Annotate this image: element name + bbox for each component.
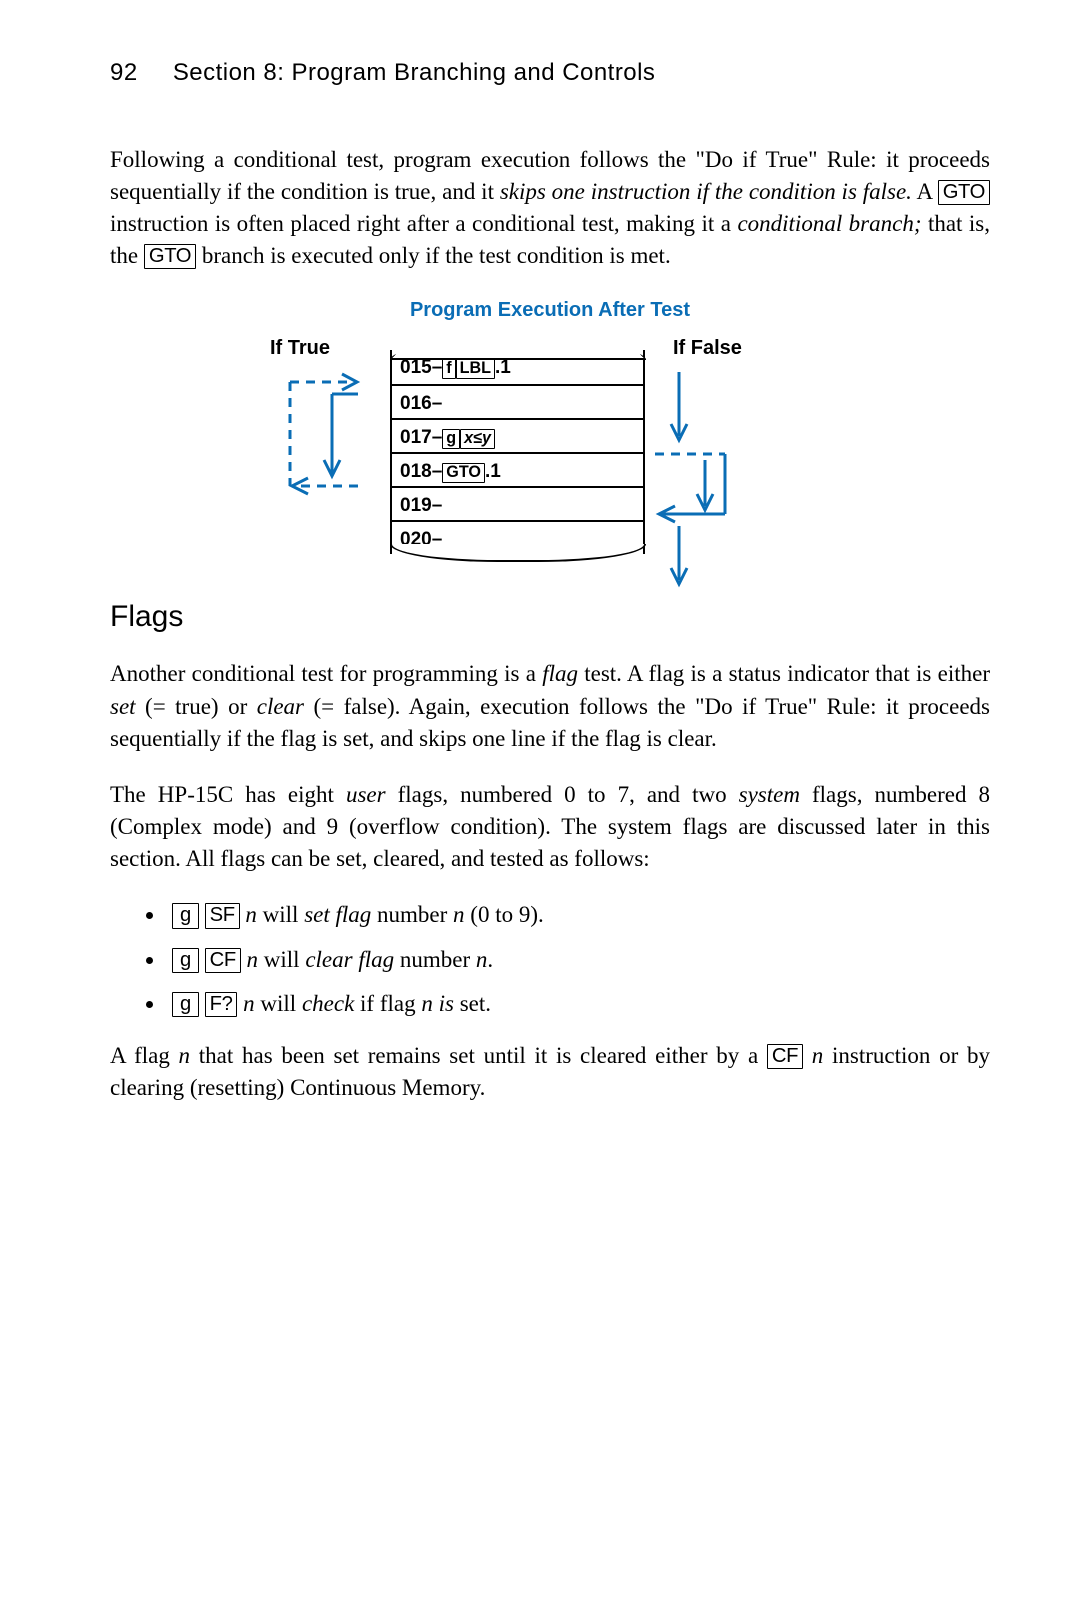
page-header: 92 Section 8: Program Branching and Cont… bbox=[110, 56, 990, 90]
cf-key-inline: CF bbox=[767, 1044, 803, 1069]
paragraph-intro: Following a conditional test, program ex… bbox=[110, 144, 990, 273]
listing-row: 020– bbox=[392, 520, 643, 554]
flags-paragraph-3: A flag n that has been set remains set u… bbox=[110, 1040, 990, 1104]
bullet-set-flag: g SF n will set flag number n (0 to 9). bbox=[166, 899, 990, 931]
bullet-clear-flag: g CF n will clear flag number n. bbox=[166, 944, 990, 976]
flags-heading: Flags bbox=[110, 596, 990, 638]
gto-key-inline-2: GTO bbox=[144, 244, 196, 269]
listing-row: 018–GTO.1 bbox=[392, 452, 643, 486]
program-listing: 015–fLBL.1 016– 017–gx≤y 018–GTO.1 019– … bbox=[390, 350, 645, 554]
section-title: Section 8: Program Branching and Control… bbox=[173, 59, 656, 86]
diagram-title: Program Execution After Test bbox=[270, 296, 830, 324]
if-true-flow-icon bbox=[270, 354, 390, 584]
page-number: 92 bbox=[110, 59, 138, 86]
flags-paragraph-1: Another conditional test for programming… bbox=[110, 658, 990, 755]
gto-key-inline: GTO bbox=[938, 180, 990, 205]
listing-row: 015–fLBL.1 bbox=[392, 350, 643, 384]
program-execution-diagram: Program Execution After Test If True bbox=[270, 296, 830, 560]
if-false-flow-icon bbox=[645, 354, 825, 614]
flags-bullet-list: g SF n will set flag number n (0 to 9). … bbox=[110, 899, 990, 1020]
bullet-check-flag: g F? n will check if flag n is set. bbox=[166, 988, 990, 1020]
listing-row: 019– bbox=[392, 486, 643, 520]
listing-row: 017–gx≤y bbox=[392, 418, 643, 452]
listing-row: 016– bbox=[392, 384, 643, 418]
flags-paragraph-2: The HP-15C has eight user flags, numbere… bbox=[110, 779, 990, 876]
